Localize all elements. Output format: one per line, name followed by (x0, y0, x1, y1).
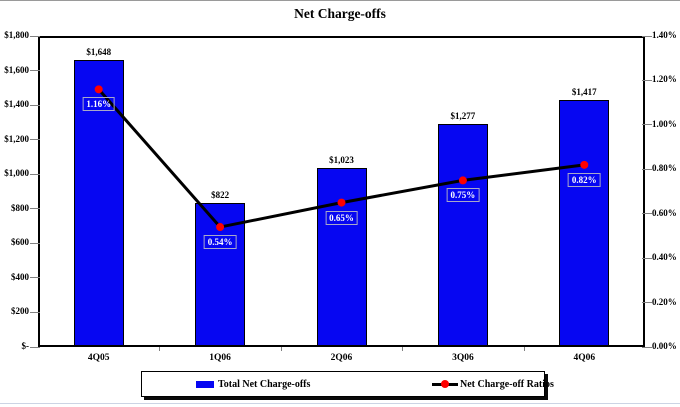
right-axis-label: 1.20% (652, 74, 677, 85)
ratio-label-4Q06: 0.82% (567, 172, 601, 187)
right-axis-tick (642, 346, 652, 348)
x-axis-label-4Q05: 4Q05 (87, 353, 110, 363)
left-axis-label: $1,400 (4, 99, 29, 110)
left-axis-label: $800 (11, 202, 29, 213)
x-axis-tick (523, 347, 525, 351)
right-axis-tick (642, 257, 652, 259)
x-axis-label-2Q06: 2Q06 (330, 353, 353, 363)
legend-item-line: Net Charge-off Ratios (432, 372, 554, 396)
left-axis-tick (30, 311, 40, 313)
ratio-marker (337, 198, 346, 207)
left-axis-label: $1,200 (4, 133, 29, 144)
ratio-marker (458, 176, 467, 185)
legend-label-bars: Total Net Charge-offs (218, 378, 311, 390)
right-axis-label: 0.60% (652, 207, 677, 218)
bar-swatch-icon (196, 380, 214, 388)
right-axis-tick (642, 168, 652, 170)
left-axis-tick (30, 35, 40, 37)
legend: Total Net Charge-offs Net Charge-off Rat… (141, 371, 554, 397)
ratio-label-3Q06: 0.75% (446, 188, 480, 203)
bar-value-label: $1,277 (450, 111, 476, 122)
ratio-marker (580, 160, 589, 169)
legend-item-bars: Total Net Charge-offs (196, 372, 310, 396)
left-axis-label: $400 (11, 271, 29, 282)
x-axis-label-4Q06: 4Q06 (573, 353, 596, 363)
ratio-label-4Q05: 1.16% (82, 97, 116, 112)
ratio-line-layer (94, 85, 589, 232)
left-axis-label: $1,000 (4, 168, 29, 179)
left-axis-label: $1,600 (4, 64, 29, 75)
ratio-label-2Q06: 0.65% (325, 210, 358, 225)
plot-area: $1,648 $822 $1,023 $1,277 $1,417 1.16% 0.54% 0.… (38, 36, 645, 347)
bar-value-label: $1,648 (86, 47, 112, 58)
right-axis-tick (642, 124, 652, 126)
left-axis-tick (30, 242, 40, 244)
bar-value-label: $1,417 (571, 87, 597, 98)
left-axis-label: $600 (11, 237, 29, 248)
bar-value-label: $1,023 (329, 155, 354, 166)
left-axis-label: $- (21, 341, 30, 351)
right-axis-label: 0.00% (652, 341, 677, 351)
legend-label-line: Net Charge-off Ratios (460, 378, 554, 390)
left-axis-tick (30, 104, 40, 106)
right-axis-tick (642, 302, 652, 304)
image-top-border (0, 0, 680, 1)
left-axis-tick (30, 70, 40, 72)
chart-title: Net Charge-offs (294, 6, 386, 21)
right-axis-tick (642, 213, 652, 215)
right-axis-tick (642, 35, 652, 37)
bar-2Q06 (316, 168, 367, 345)
right-axis-label: 0.20% (652, 296, 677, 307)
ratio-marker (216, 223, 225, 232)
right-axis-label: 0.80% (652, 163, 677, 174)
left-axis-tick (30, 173, 40, 175)
right-axis-label: 1.40% (652, 30, 677, 40)
left-axis-tick (30, 346, 40, 348)
x-axis-label-3Q06: 3Q06 (452, 353, 474, 363)
image-bottom-border (0, 403, 680, 404)
left-axis-tick (30, 208, 40, 210)
x-axis-tick (280, 347, 282, 351)
left-axis-tick (30, 277, 40, 279)
line-marker-icon (432, 379, 458, 388)
right-axis-tick (642, 79, 652, 81)
bar-3Q06 (437, 124, 488, 345)
left-axis-tick (30, 139, 40, 141)
x-axis-label-1Q06: 1Q06 (209, 353, 231, 363)
left-axis-label: $1,800 (4, 30, 29, 40)
x-axis-tick (402, 347, 404, 351)
left-axis-label: $200 (11, 306, 29, 317)
right-axis-label: 1.00% (652, 118, 677, 129)
ratio-label-1Q06: 0.54% (203, 235, 237, 250)
x-axis-tick (159, 347, 161, 351)
bar-4Q06 (559, 100, 610, 345)
bar-value-label: $822 (211, 189, 230, 200)
ratio-marker (94, 85, 103, 94)
right-axis-label: 0.40% (652, 252, 677, 263)
